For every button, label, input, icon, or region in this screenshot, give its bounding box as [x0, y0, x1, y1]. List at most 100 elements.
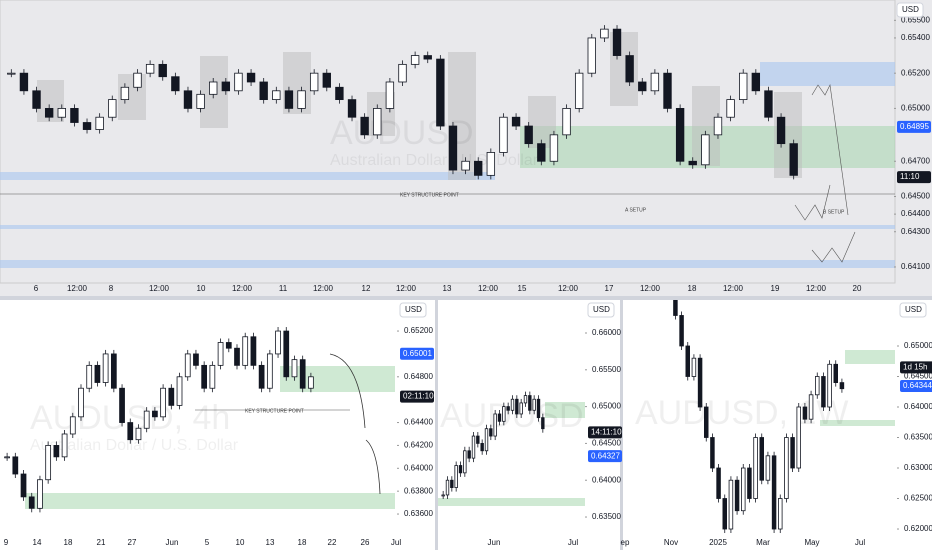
- candle: [250, 336, 257, 366]
- price-badge: [897, 120, 931, 133]
- candle: [638, 81, 647, 92]
- candle: [57, 108, 66, 118]
- candle: [497, 413, 502, 422]
- candle: [759, 437, 765, 481]
- x-tick-label: 21: [97, 538, 106, 547]
- candle: [728, 479, 734, 530]
- x-tick-label: 8: [109, 284, 114, 293]
- candle: [784, 437, 789, 499]
- candle: [713, 116, 723, 136]
- candle: [600, 28, 609, 39]
- candle: [536, 398, 541, 419]
- candle: [266, 353, 273, 389]
- currency-box: [587, 302, 615, 318]
- candle: [127, 422, 134, 441]
- y-tick-label: 0.65000: [904, 341, 932, 350]
- candle: [45, 445, 52, 481]
- candle: [790, 437, 795, 469]
- candle: [95, 116, 104, 130]
- candle: [234, 72, 243, 92]
- price-badge: [900, 361, 932, 374]
- y-tick-label: 0.65200: [404, 326, 433, 335]
- divider: [435, 298, 438, 550]
- candle: [258, 364, 265, 389]
- annotation: B SETUP: [823, 209, 845, 215]
- price-badge-label: 0.65001: [403, 349, 432, 358]
- x-tick-label: 13: [266, 538, 275, 547]
- candle: [4, 456, 10, 459]
- x-tick-label: 12:00: [558, 284, 579, 293]
- candle: [549, 134, 559, 162]
- y-tick-label: 0.62500: [904, 494, 932, 503]
- candle: [217, 342, 224, 366]
- price-badge: [400, 390, 434, 403]
- price-badge: [588, 426, 622, 439]
- candle: [28, 496, 35, 509]
- y-tick-label: 0.64700: [901, 156, 930, 165]
- candle: [322, 72, 331, 88]
- candle: [506, 406, 510, 411]
- candle: [688, 160, 697, 166]
- candle: [12, 456, 19, 475]
- x-tick-label: Jul: [855, 538, 865, 547]
- candle: [441, 494, 445, 497]
- candle: [94, 364, 101, 383]
- currency: USD: [593, 305, 610, 314]
- x-tick-label: Jun: [166, 538, 179, 547]
- candle: [726, 99, 735, 118]
- price-badge-label: 14:11:10: [591, 427, 622, 436]
- x-tick-label: 19: [771, 284, 780, 293]
- candle: [511, 116, 521, 127]
- candle: [751, 72, 761, 92]
- candle: [486, 152, 496, 176]
- candle: [587, 37, 596, 74]
- candle: [480, 443, 484, 452]
- candle: [19, 72, 29, 92]
- y-tick-label: 0.65500: [592, 365, 621, 374]
- x-tick-label: 17: [605, 284, 614, 293]
- candle: [221, 81, 231, 92]
- candle: [234, 347, 240, 366]
- candle: [373, 108, 382, 136]
- y-tick-label: 0.63500: [904, 433, 932, 442]
- candle: [467, 450, 471, 459]
- y-tick-label: 0.63800: [404, 486, 433, 495]
- candle: [510, 398, 515, 411]
- price-badge-label: 0.64327: [591, 451, 620, 460]
- candle: [489, 428, 493, 437]
- x-tick-label: 2025: [709, 538, 727, 547]
- x-tick-label: Nov: [664, 538, 678, 547]
- watermark-sub: Australian Dollar / U.S. Dollar: [330, 152, 539, 169]
- candle: [739, 72, 748, 101]
- candle: [436, 58, 445, 127]
- candle: [612, 28, 622, 56]
- x-tick-label: 12:00: [232, 284, 253, 293]
- price-badge: [588, 450, 622, 463]
- candle: [454, 465, 458, 488]
- candle: [299, 359, 306, 389]
- candle: [309, 72, 319, 92]
- y-tick-label: 0.64500: [901, 192, 930, 201]
- currency: USD: [902, 5, 919, 14]
- candle: [152, 410, 158, 418]
- candle: [259, 81, 268, 101]
- y-tick-label: 0.64800: [404, 372, 433, 381]
- candle: [158, 63, 167, 78]
- x-tick-label: 13: [443, 284, 452, 293]
- candle: [741, 467, 746, 512]
- y-tick-label: 0.65500: [901, 15, 930, 24]
- candle: [776, 116, 786, 145]
- candle: [82, 122, 92, 130]
- x-tick-label: May: [804, 538, 819, 547]
- candle: [176, 376, 183, 406]
- candle: [463, 450, 467, 474]
- candle: [143, 410, 150, 429]
- candle: [423, 55, 432, 60]
- candle: [410, 55, 420, 65]
- candle: [675, 108, 685, 162]
- price-badge-label: 0.64895: [900, 122, 929, 131]
- candle: [461, 160, 470, 171]
- x-tick-label: 6: [34, 284, 39, 293]
- x-tick-label: 22: [328, 538, 337, 547]
